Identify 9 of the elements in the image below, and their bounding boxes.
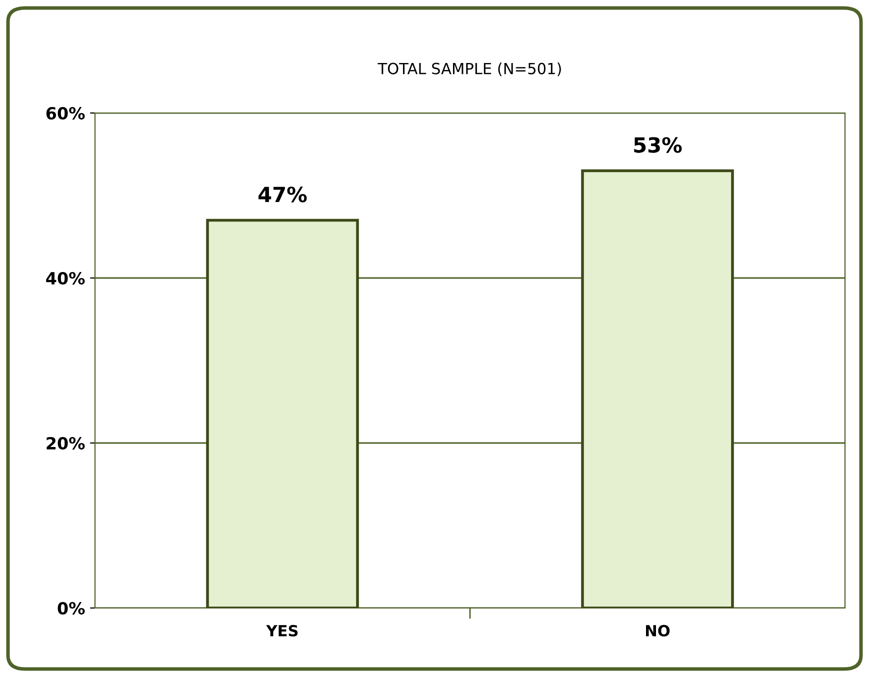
y-tick-label: 20% <box>46 436 85 450</box>
data-label: 47% <box>258 186 307 202</box>
x-tick-label: YES <box>266 624 298 636</box>
x-tick-label: NO <box>646 624 670 636</box>
y-tick-label: 0% <box>58 602 85 615</box>
y-tick-label: 60% <box>46 106 85 120</box>
y-tick-label: 40% <box>46 272 85 285</box>
data-label: 53% <box>634 137 682 153</box>
chart-title: TOTAL SAMPLE (N=501) <box>378 62 561 76</box>
